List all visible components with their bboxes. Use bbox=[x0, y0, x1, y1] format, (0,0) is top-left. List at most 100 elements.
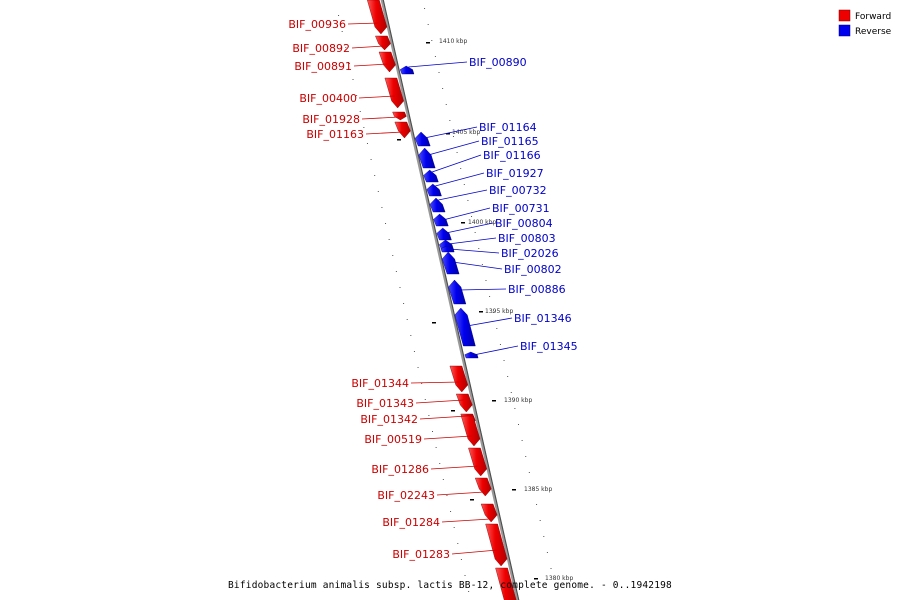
tick-minor bbox=[453, 527, 455, 528]
tick-minor bbox=[456, 152, 458, 153]
reverse-gene-label[interactable]: BIF_02026 bbox=[501, 247, 559, 260]
reverse-gene-arrow[interactable] bbox=[441, 251, 460, 275]
forward-gene-label[interactable]: BIF_00519 bbox=[364, 433, 422, 446]
reverse-gene-label[interactable]: BIF_00803 bbox=[498, 232, 556, 245]
tick-major-inner bbox=[432, 322, 436, 324]
kbp-tick-label: 1380 kbp bbox=[545, 575, 573, 582]
reverse-gene-label[interactable]: BIF_01346 bbox=[514, 312, 572, 325]
forward-gene-arrow[interactable] bbox=[495, 567, 517, 600]
reverse-gene-label[interactable]: BIF_01345 bbox=[520, 340, 578, 353]
reverse-gene-label[interactable]: BIF_00802 bbox=[504, 263, 562, 276]
forward-gene-label[interactable]: BIF_00892 bbox=[292, 42, 350, 55]
legend-forward-swatch bbox=[838, 9, 851, 22]
forward-gene-arrow[interactable] bbox=[449, 365, 468, 393]
forward-gene-label[interactable]: BIF_01342 bbox=[360, 413, 418, 426]
forward-gene-label[interactable]: BIF_01284 bbox=[382, 516, 440, 529]
reverse-gene-arrow[interactable] bbox=[423, 169, 439, 183]
reverse-gene-label[interactable]: BIF_01165 bbox=[481, 135, 539, 148]
tick-minor bbox=[446, 495, 448, 496]
forward-gene-arrow[interactable] bbox=[394, 121, 411, 139]
tick-minor bbox=[510, 392, 512, 393]
tick-minor bbox=[417, 367, 419, 368]
reverse-gene-arrow[interactable] bbox=[448, 279, 467, 305]
reverse-gene-label[interactable]: BIF_01927 bbox=[486, 167, 544, 180]
forward-gene-label[interactable]: BIF_01928 bbox=[302, 113, 360, 126]
tick-major bbox=[534, 578, 538, 580]
reverse-gene-label[interactable]: BIF_00731 bbox=[492, 202, 550, 215]
tick-minor bbox=[485, 280, 487, 281]
tick-minor bbox=[395, 271, 397, 272]
reverse-gene-arrow[interactable] bbox=[433, 213, 449, 227]
reverse-gene-label[interactable]: BIF_00886 bbox=[508, 283, 566, 296]
tick-minor bbox=[363, 127, 365, 128]
reverse-gene-label[interactable]: BIF_00804 bbox=[495, 217, 553, 230]
tick-minor bbox=[507, 376, 509, 377]
kbp-tick-label: 1390 kbp bbox=[504, 397, 532, 404]
tick-major bbox=[512, 489, 516, 491]
forward-gene-label[interactable]: BIF_00936 bbox=[288, 18, 346, 31]
tick-minor bbox=[421, 383, 423, 384]
tick-minor bbox=[341, 31, 343, 32]
label-leaders bbox=[347, 22, 519, 555]
reverse-gene-label[interactable]: BIF_00732 bbox=[489, 184, 547, 197]
tick-minor bbox=[499, 344, 501, 345]
forward-gene-label[interactable]: BIF_00891 bbox=[294, 60, 352, 73]
reverse-gene-label[interactable]: BIF_01166 bbox=[483, 149, 541, 162]
tick-minor bbox=[434, 56, 436, 57]
forward-leader-line bbox=[410, 381, 460, 384]
reverse-gene-label[interactable]: BIF_00890 bbox=[469, 56, 527, 69]
forward-gene-arrow[interactable] bbox=[367, 0, 388, 35]
tick-minor bbox=[503, 360, 505, 361]
reverse-gene-arrow[interactable] bbox=[399, 65, 415, 75]
forward-gene-arrow[interactable] bbox=[480, 503, 498, 523]
tick-minor bbox=[438, 72, 440, 73]
reverse-gene-arrow[interactable] bbox=[436, 227, 452, 241]
tick-minor bbox=[338, 15, 340, 16]
reverse-gene-arrow[interactable] bbox=[418, 147, 436, 169]
legend-reverse-swatch bbox=[838, 24, 851, 37]
forward-gene-arrow[interactable] bbox=[468, 447, 487, 477]
tick-marks: 1410 kbp 1405 kbp 1400 kbp 1395 kbp 1390 kbp… bbox=[338, 8, 573, 592]
forward-gene-arrow[interactable] bbox=[378, 51, 396, 73]
forward-gene-arrow[interactable] bbox=[474, 477, 492, 497]
legend: Forward Reverse bbox=[838, 9, 892, 37]
reverse-leader-line bbox=[424, 126, 478, 139]
tick-minor bbox=[445, 104, 447, 105]
kbp-tick-label: 1405 kbp bbox=[452, 129, 480, 136]
legend-forward-label: Forward bbox=[855, 12, 891, 22]
tick-minor bbox=[481, 264, 483, 265]
tick-minor bbox=[518, 424, 519, 425]
forward-gene-arrow[interactable] bbox=[375, 35, 391, 51]
forward-gene-arrow[interactable] bbox=[392, 111, 407, 121]
forward-gene-label[interactable]: BIF_00400 bbox=[299, 92, 357, 105]
reverse-gene-label[interactable]: BIF_01164 bbox=[479, 121, 537, 134]
genome-backbone bbox=[380, 0, 520, 600]
tick-minor bbox=[496, 328, 498, 329]
forward-leader-line bbox=[361, 116, 400, 120]
tick-minor bbox=[439, 463, 441, 464]
kbp-tick-label: 1400 kbp bbox=[468, 219, 496, 226]
reverse-gene-arrow[interactable] bbox=[454, 307, 476, 347]
forward-leader-line bbox=[415, 399, 464, 404]
tick-minor bbox=[427, 24, 429, 25]
tick-minor bbox=[468, 591, 470, 592]
forward-gene-arrow[interactable] bbox=[485, 523, 508, 567]
tick-minor bbox=[546, 552, 548, 553]
forward-gene-label[interactable]: BIF_01343 bbox=[356, 397, 414, 410]
reverse-gene-arrow[interactable] bbox=[429, 197, 446, 213]
forward-gene-arrow[interactable] bbox=[455, 393, 473, 413]
forward-gene-label[interactable]: BIF_01163 bbox=[306, 128, 364, 141]
tick-minor bbox=[474, 232, 476, 233]
forward-gene-label[interactable]: BIF_02243 bbox=[377, 489, 435, 502]
forward-gene-arrow[interactable] bbox=[384, 77, 404, 109]
tick-major bbox=[446, 133, 450, 135]
forward-gene-label[interactable]: BIF_01286 bbox=[371, 463, 429, 476]
reverse-gene-arrow[interactable] bbox=[464, 351, 479, 359]
forward-gene-label[interactable]: BIF_01283 bbox=[392, 548, 450, 561]
reverse-gene-arrow[interactable] bbox=[414, 131, 431, 147]
forward-leader-line bbox=[441, 518, 491, 523]
forward-gene-label[interactable]: BIF_01344 bbox=[351, 377, 409, 390]
tick-minor bbox=[366, 143, 368, 144]
reverse-gene-arrow[interactable] bbox=[426, 183, 442, 197]
